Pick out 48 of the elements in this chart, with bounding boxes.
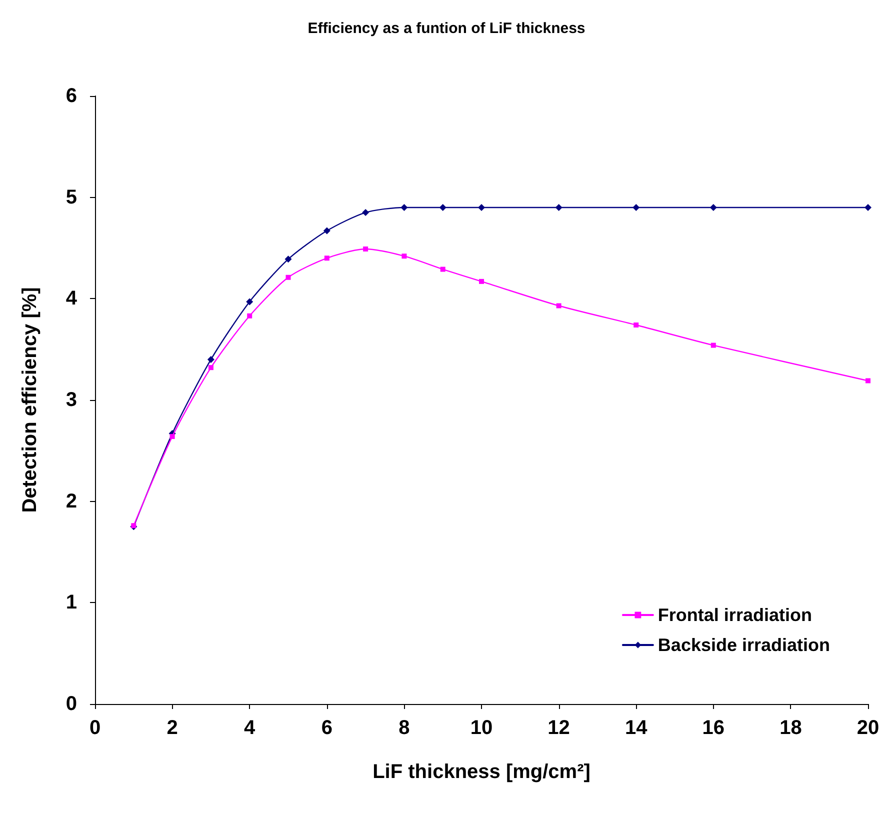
- point: [402, 254, 407, 259]
- y-tick-label: 0: [66, 693, 77, 715]
- legend-label: Backside irradiation: [658, 635, 830, 655]
- point: [207, 356, 214, 363]
- y-tick-label: 3: [66, 389, 77, 411]
- point: [324, 256, 330, 261]
- x-tick-label: 8: [398, 717, 410, 739]
- chart-title: Efficiency as a funtion of LiF thickness: [308, 20, 586, 37]
- x-tick-label: 14: [624, 717, 648, 739]
- x-tick-label: 12: [548, 717, 570, 739]
- x-tick-label: 4: [244, 717, 256, 739]
- y-tick-label: 2: [66, 490, 77, 512]
- y-tick-label: 5: [66, 186, 77, 208]
- x-tick-label: 16: [702, 717, 725, 739]
- point: [710, 204, 717, 211]
- point: [247, 313, 252, 318]
- point: [323, 227, 330, 234]
- point: [555, 204, 562, 211]
- point: [710, 342, 716, 348]
- x-tick-label: 20: [856, 717, 880, 739]
- legend-label: Frontal irradiation: [658, 605, 812, 625]
- y-axis-title: Detection efficiency [%]: [19, 287, 41, 513]
- y-tick-label: 4: [66, 288, 78, 310]
- point: [286, 274, 291, 280]
- point: [632, 204, 640, 211]
- x-tick-label: 10: [470, 717, 493, 739]
- point: [208, 365, 214, 370]
- y-tick-label: 1: [66, 592, 77, 614]
- point: [866, 378, 870, 384]
- x-tick-label: 18: [780, 717, 802, 739]
- point: [246, 298, 254, 306]
- point: [556, 303, 562, 308]
- point: [439, 204, 446, 211]
- point: [634, 322, 639, 328]
- x-tick-label: 6: [321, 717, 332, 739]
- point: [400, 204, 408, 211]
- x-tick-label: 0: [89, 717, 101, 739]
- point: [170, 434, 175, 439]
- point: [479, 278, 484, 284]
- point: [363, 246, 368, 252]
- x-tick-label: 2: [166, 717, 178, 739]
- point: [478, 204, 485, 211]
- point: [864, 204, 872, 211]
- point: [440, 266, 446, 272]
- point: [284, 256, 292, 263]
- y-tick-label: 6: [66, 85, 77, 107]
- x-axis-title: LiF thickness [mg/cm²]: [372, 761, 590, 783]
- point: [362, 209, 370, 216]
